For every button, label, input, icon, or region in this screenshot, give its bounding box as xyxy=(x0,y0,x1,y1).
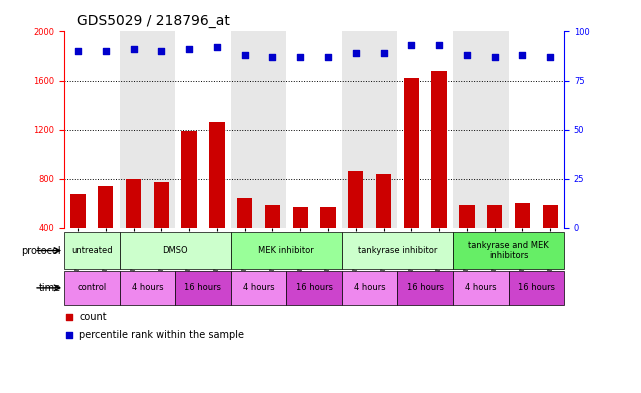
Bar xyxy=(237,198,253,228)
Bar xyxy=(515,204,530,228)
Bar xyxy=(175,271,231,305)
Text: 16 hours: 16 hours xyxy=(406,283,444,292)
Bar xyxy=(508,271,564,305)
Text: MEK inhibitor: MEK inhibitor xyxy=(258,246,314,255)
Bar xyxy=(64,271,120,305)
Bar xyxy=(453,31,481,228)
Bar xyxy=(181,131,197,228)
Point xyxy=(351,50,361,56)
Point xyxy=(406,42,417,48)
Point xyxy=(156,48,167,54)
Text: 16 hours: 16 hours xyxy=(296,283,333,292)
Point xyxy=(267,54,278,60)
Point xyxy=(434,42,444,48)
Point xyxy=(128,46,138,52)
Point xyxy=(240,52,250,58)
Text: count: count xyxy=(79,312,106,322)
Bar xyxy=(370,31,397,228)
Bar xyxy=(120,232,231,269)
Text: untreated: untreated xyxy=(71,246,113,255)
Point xyxy=(184,46,194,52)
Text: tankyrase inhibitor: tankyrase inhibitor xyxy=(358,246,437,255)
Text: 16 hours: 16 hours xyxy=(185,283,222,292)
Text: percentile rank within the sample: percentile rank within the sample xyxy=(79,330,244,340)
Point xyxy=(354,242,365,249)
Bar xyxy=(487,205,503,228)
Bar xyxy=(120,31,147,228)
Bar xyxy=(154,182,169,228)
Point xyxy=(545,54,555,60)
Bar xyxy=(292,207,308,228)
Text: 16 hours: 16 hours xyxy=(518,283,555,292)
Bar xyxy=(453,232,564,269)
Bar xyxy=(342,31,370,228)
Bar xyxy=(209,122,224,228)
Point xyxy=(462,52,472,58)
Text: protocol: protocol xyxy=(21,246,61,255)
Bar xyxy=(231,271,287,305)
Bar xyxy=(404,78,419,228)
Point xyxy=(295,54,305,60)
Bar xyxy=(342,232,453,269)
Text: DMSO: DMSO xyxy=(162,246,188,255)
Text: 4 hours: 4 hours xyxy=(243,283,274,292)
Point xyxy=(354,82,365,88)
Bar xyxy=(287,271,342,305)
Bar xyxy=(459,205,474,228)
Bar xyxy=(342,271,397,305)
Bar xyxy=(64,232,120,269)
Text: time: time xyxy=(38,283,61,293)
Text: tankyrase and MEK
inhibitors: tankyrase and MEK inhibitors xyxy=(468,241,549,260)
Bar xyxy=(231,31,258,228)
Bar xyxy=(348,171,363,228)
Bar xyxy=(120,271,175,305)
Bar xyxy=(320,207,336,228)
Bar xyxy=(231,232,342,269)
Point xyxy=(323,54,333,60)
Point xyxy=(212,44,222,50)
Bar xyxy=(376,174,391,228)
Text: GDS5029 / 218796_at: GDS5029 / 218796_at xyxy=(77,13,229,28)
Text: 4 hours: 4 hours xyxy=(131,283,163,292)
Bar xyxy=(397,271,453,305)
Bar xyxy=(126,179,141,228)
Text: 4 hours: 4 hours xyxy=(465,283,497,292)
Bar xyxy=(453,271,508,305)
Point xyxy=(378,50,388,56)
Bar xyxy=(71,193,86,228)
Bar xyxy=(147,31,175,228)
Bar xyxy=(481,31,508,228)
Bar xyxy=(431,71,447,228)
Point xyxy=(490,54,500,60)
Point xyxy=(517,52,528,58)
Point xyxy=(101,48,111,54)
Point xyxy=(73,48,83,54)
Text: 4 hours: 4 hours xyxy=(354,283,385,292)
Text: control: control xyxy=(78,283,106,292)
Bar xyxy=(258,31,287,228)
Bar xyxy=(265,205,280,228)
Bar xyxy=(98,186,113,228)
Bar xyxy=(542,205,558,228)
